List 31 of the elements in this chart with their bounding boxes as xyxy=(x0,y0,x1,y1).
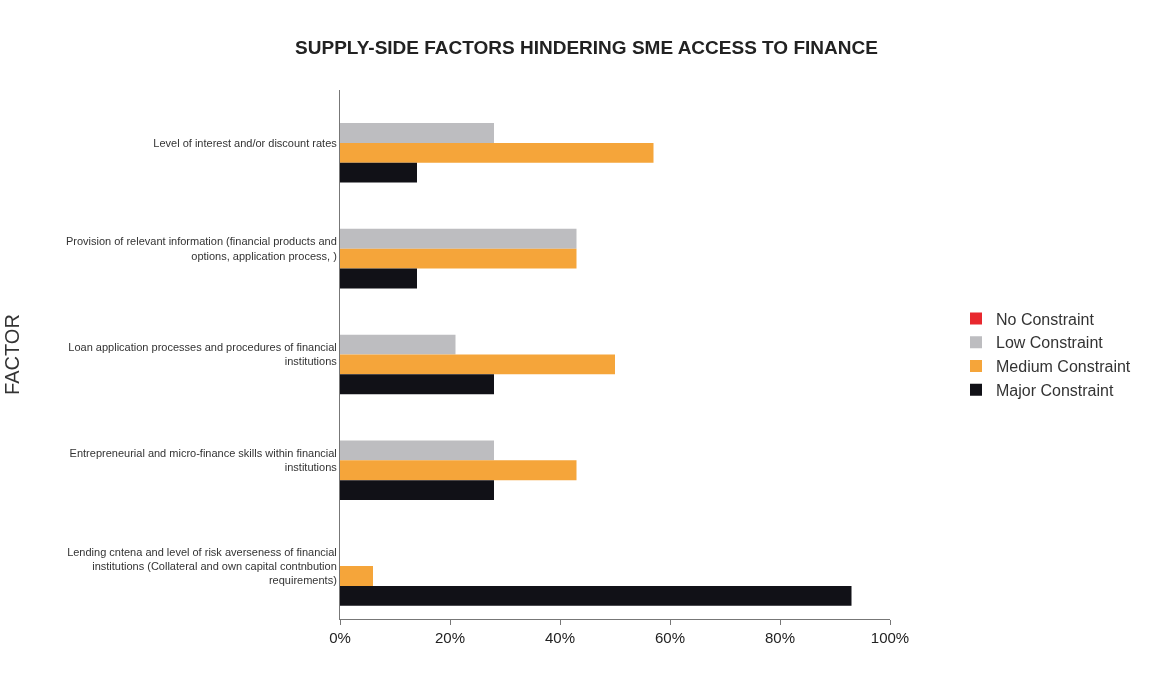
y-tick-label: Loan application processes and procedures of financial institutions xyxy=(68,341,338,368)
legend-label: Medium Constraint xyxy=(996,358,1131,376)
bar xyxy=(340,566,373,586)
y-tick-label: Entrepreneurial and micro-finance skills within financial institutions xyxy=(69,447,338,474)
bar xyxy=(340,354,615,375)
legend-label: No Constraint xyxy=(996,310,1095,328)
bar xyxy=(340,585,852,606)
bar xyxy=(340,460,577,481)
legend-label: Major Constraint xyxy=(996,382,1114,400)
bar xyxy=(340,162,417,183)
x-tick-label: 100% xyxy=(870,629,910,646)
bar xyxy=(340,123,494,143)
bar xyxy=(340,374,494,395)
bar xyxy=(340,334,456,355)
bar xyxy=(340,248,577,269)
y-tick-label: Provision of relevant information (financial products and options, application process, ) xyxy=(65,235,337,262)
bar xyxy=(340,142,654,163)
chart-title: SUPPLY-SIDE FACTORS HINDERING SME ACCESS TO FINANCE xyxy=(295,37,878,59)
y-axis-title: FACTOR xyxy=(1,314,24,395)
y-tick-label: Level of interest and/or discount rates xyxy=(153,136,338,149)
x-tick-label: 0% xyxy=(329,629,351,646)
bar xyxy=(340,268,417,289)
x-tick-label: 60% xyxy=(654,629,686,646)
x-tick-label: 80% xyxy=(764,629,796,646)
x-tick-label: 20% xyxy=(434,629,466,646)
legend-label: Low Constraint xyxy=(996,334,1104,352)
bar xyxy=(340,480,494,500)
bar xyxy=(340,440,494,461)
x-tick-label: 40% xyxy=(544,629,576,646)
bar xyxy=(340,228,577,249)
y-tick-label: Lending cntena and level of risk averseness of financial institutions (Collateral and own capital contnbution requirements) xyxy=(67,545,337,587)
